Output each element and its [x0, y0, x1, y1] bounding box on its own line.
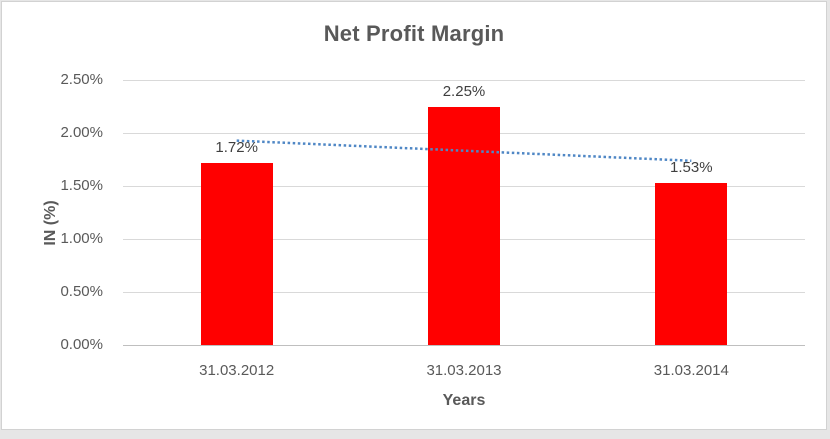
x-axis-tick-label: 31.03.2012 — [199, 362, 275, 379]
data-label: 1.53% — [670, 158, 713, 176]
bar-31.03.2014 — [655, 182, 728, 345]
x-axis-tick-label: 31.03.2014 — [653, 362, 729, 379]
y-axis-tick-label: 1.50% — [60, 177, 103, 194]
data-label: 2.25% — [442, 82, 486, 100]
major-gridline — [123, 80, 805, 81]
x-axis-tick-label: 31.03.2013 — [426, 362, 502, 379]
y-axis-tick-label: 0.00% — [60, 336, 103, 353]
y-axis-tick-label: 1.00% — [60, 230, 103, 247]
bar-31.03.2013 — [428, 106, 500, 345]
chart-panel: Net Profit Margin IN (%) 1.72% 2.25% 1.53%… — [1, 1, 827, 430]
y-axis-tick-label: 2.00% — [60, 124, 103, 141]
x-axis-title: Years — [442, 392, 486, 409]
data-label: 1.72% — [215, 138, 258, 156]
bar-31.03.2012 — [200, 162, 273, 345]
chart-title: Net Profit Margin — [323, 21, 505, 46]
x-axis-line — [123, 345, 805, 346]
y-axis-tick-label: 0.50% — [60, 283, 103, 300]
y-axis-tick-label: 2.50% — [60, 71, 103, 88]
